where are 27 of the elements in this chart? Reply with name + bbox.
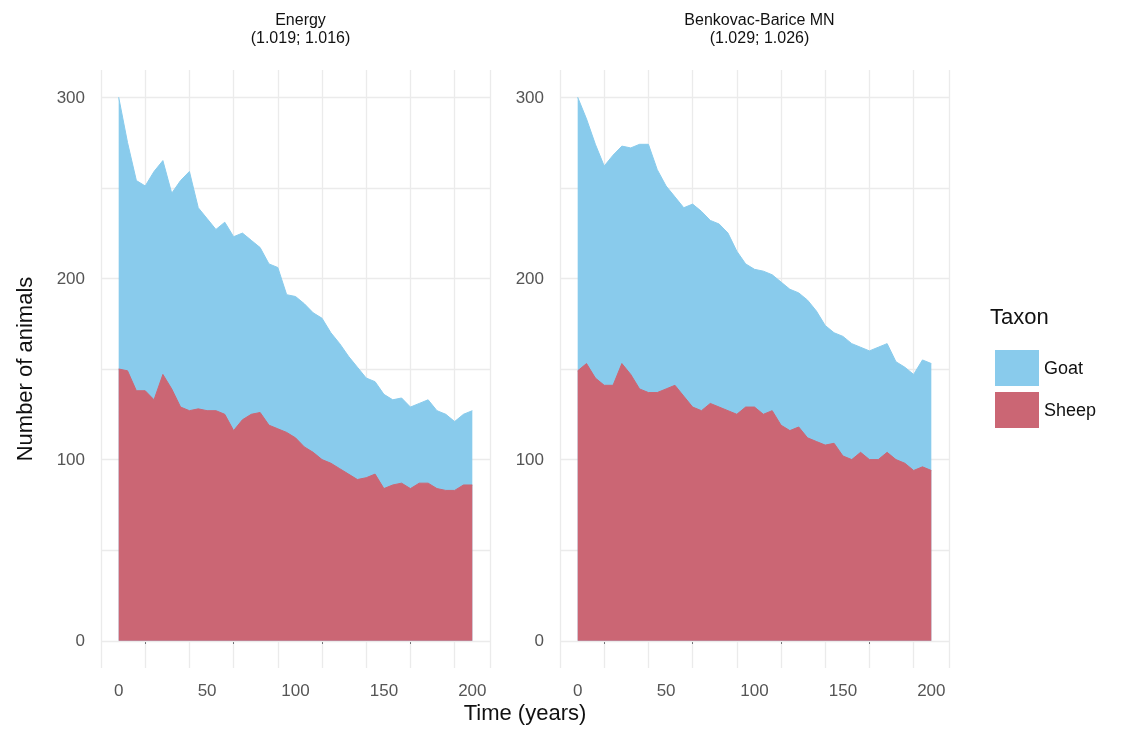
legend-label: Sheep	[1044, 400, 1097, 420]
x-tick-label: 100	[740, 681, 769, 700]
y-tick-label: 0	[75, 631, 85, 651]
x-tick-label: 50	[197, 681, 217, 700]
chart-title: Energy	[275, 10, 326, 28]
x-tick-label: 200	[917, 681, 946, 700]
y-tick-label: 200	[56, 268, 85, 288]
x-tick-label: 150	[828, 681, 858, 700]
x-tick-label: 200	[458, 681, 487, 700]
y-tick-label: 300	[56, 87, 85, 107]
x-tick-label: 150	[369, 681, 399, 700]
y-tick-label: 200	[515, 268, 544, 288]
y-tick-label: 300	[515, 87, 544, 107]
chart-title: Benkovac-Barice MN	[684, 10, 835, 28]
legend-title: Taxon	[990, 303, 1049, 329]
x-tick-label: 0	[572, 681, 583, 700]
x-tick-label: 100	[281, 681, 310, 700]
y-tick-label: 0	[534, 631, 544, 651]
y-tick-label: 100	[56, 450, 85, 470]
x-tick-label: 50	[656, 681, 676, 700]
x-tick-label: 0	[113, 681, 124, 700]
y-tick-label: 100	[515, 450, 544, 470]
legend-label: Goat	[1044, 358, 1084, 378]
chart-subtitle: (1.029; 1.026)	[709, 28, 810, 46]
x-axis-title: Time (years)	[462, 700, 588, 726]
y-axis-title: Number of animals	[11, 276, 37, 462]
chart-subtitle: (1.019; 1.016)	[250, 28, 351, 46]
